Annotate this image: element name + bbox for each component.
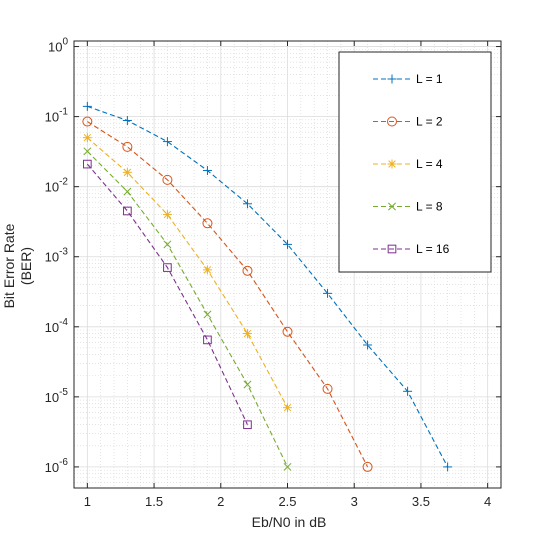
data-point: [82, 101, 92, 111]
series-4: [83, 147, 292, 471]
legend-marker: [387, 74, 397, 84]
x-tick-label: 2: [217, 494, 224, 509]
series-5: [83, 159, 252, 430]
data-point: [443, 462, 453, 472]
y-tick-label: 10-1: [45, 107, 69, 125]
legend-entry: L = 4: [373, 157, 443, 171]
legend-entry: L = 16: [373, 242, 450, 256]
data-point: [163, 263, 172, 272]
data-point: [203, 310, 212, 319]
marker-stroke: [243, 380, 252, 389]
legend-marker: [387, 159, 397, 169]
data-point: [83, 147, 92, 156]
data-point: [242, 329, 252, 339]
series-line: [86, 137, 288, 408]
data-point: [202, 166, 212, 176]
x-tick-label: 1: [84, 494, 91, 509]
series-layer: [82, 101, 453, 472]
marker-stroke: [203, 266, 212, 274]
data-point: [123, 187, 132, 196]
marker-stroke: [123, 187, 132, 196]
data-point: [362, 461, 373, 472]
marker-stroke: [83, 133, 92, 142]
marker-stroke: [203, 310, 212, 319]
data-point: [283, 403, 292, 413]
y-tick-label: 10-4: [45, 317, 69, 335]
x-tick-label: 3.5: [412, 494, 430, 509]
x-tick-label: 3: [351, 494, 358, 509]
data-point: [242, 265, 253, 276]
legend-box: [338, 51, 492, 273]
data-point: [202, 218, 213, 229]
data-point: [323, 288, 333, 298]
y-axis-title-line-1: Bit Error Rate: [1, 223, 17, 308]
data-point: [363, 340, 373, 350]
axis-ticks: [74, 41, 501, 488]
series-line: [87, 105, 449, 468]
data-point: [203, 335, 212, 345]
y-axis-title: Bit Error Rate (BER): [1, 223, 34, 308]
x-tick-label: 2.5: [278, 494, 296, 509]
y-tick-label: 10-3: [45, 247, 69, 265]
y-tick-label: 10-6: [45, 457, 69, 475]
legend-label: L = 4: [416, 157, 443, 171]
legend-marker: [388, 202, 396, 211]
data-point: [242, 199, 252, 209]
legend-entry: L = 8: [373, 200, 443, 214]
series-1: [82, 101, 453, 472]
data-point: [123, 206, 132, 216]
marker-stroke: [243, 329, 252, 338]
legend-label: L = 16: [416, 242, 450, 256]
series-line: [86, 163, 248, 425]
marker-stroke: [283, 462, 292, 471]
x-axis-title: Eb/N0 in dB: [252, 514, 327, 530]
legend-label: L = 2: [416, 115, 443, 129]
data-point: [322, 383, 333, 394]
legend-marker: [387, 244, 397, 254]
legend: L = 1 L = 2 L = 4 L = 8 L = 16: [338, 51, 492, 273]
marker-stroke: [283, 403, 292, 412]
marker-stroke: [83, 147, 92, 156]
x-tick-label: 4: [484, 494, 491, 509]
data-point: [83, 159, 92, 169]
marker-stroke: [388, 160, 396, 168]
legend-entry: L = 2: [373, 115, 443, 129]
data-point: [162, 210, 172, 220]
marker-stroke: [163, 210, 172, 219]
data-point: [82, 133, 92, 143]
data-point: [243, 380, 252, 389]
legend-label: L = 8: [416, 200, 443, 214]
data-point: [162, 174, 173, 185]
legend-label: L = 1: [416, 72, 443, 86]
data-point: [403, 386, 413, 396]
data-point: [163, 240, 172, 249]
marker-stroke: [163, 240, 172, 249]
data-point: [122, 167, 132, 177]
data-point: [122, 115, 132, 125]
series-2: [82, 116, 373, 472]
series-line: [87, 121, 369, 468]
legend-entry: L = 1: [373, 72, 443, 86]
y-tick-label: 10-2: [45, 177, 69, 195]
y-axis-title-line-2: (BER): [18, 247, 34, 285]
marker-stroke: [123, 168, 132, 177]
x-tick-labels: 1 1.5 2 2.5 3 3.5 4: [84, 494, 492, 509]
legend-marker: [387, 116, 397, 127]
series-3: [82, 133, 292, 413]
data-point: [82, 116, 93, 127]
data-point: [282, 326, 293, 337]
data-point: [243, 420, 252, 430]
data-point: [162, 137, 172, 147]
data-point: [283, 239, 292, 249]
data-point: [283, 462, 292, 471]
data-point: [202, 265, 212, 275]
x-tick-label: 1.5: [145, 494, 163, 509]
marker-stroke: [388, 202, 396, 211]
y-tick-label: 10-5: [45, 387, 69, 405]
y-tick-label: 100: [48, 37, 68, 55]
y-tick-labels: 100 10-1 10-2 10-3 10-4 10-5 10-6: [45, 37, 69, 475]
series-line: [86, 150, 288, 468]
data-point: [122, 141, 133, 152]
